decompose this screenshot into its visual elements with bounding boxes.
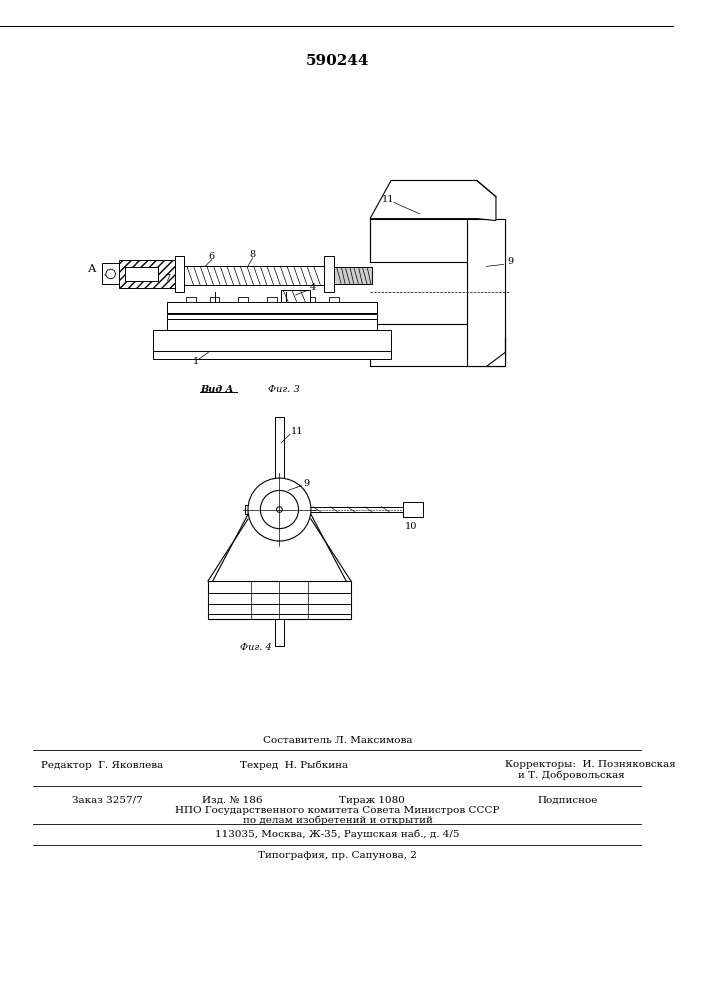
Text: 7: 7 <box>164 274 170 283</box>
Text: Фиг. 4: Фиг. 4 <box>240 643 271 652</box>
Bar <box>125 267 158 281</box>
Text: 590244: 590244 <box>306 54 369 68</box>
Bar <box>167 319 377 330</box>
Text: 10: 10 <box>405 522 417 531</box>
Circle shape <box>276 507 282 512</box>
Bar <box>329 297 339 302</box>
Polygon shape <box>370 180 496 221</box>
Bar <box>167 302 377 313</box>
Bar <box>238 297 248 302</box>
Circle shape <box>248 478 311 541</box>
Text: 8: 8 <box>250 250 256 259</box>
Text: 9: 9 <box>507 257 513 266</box>
Text: 11: 11 <box>291 427 303 436</box>
Bar <box>208 581 351 619</box>
Bar <box>175 256 184 292</box>
Text: 11: 11 <box>382 195 395 204</box>
Bar <box>275 417 284 484</box>
Text: по делам изобретений и открытий: по делам изобретений и открытий <box>243 816 433 825</box>
Text: Корректоры:  И. Позняковская: Корректоры: И. Позняковская <box>506 760 676 769</box>
Bar <box>167 314 377 319</box>
Bar <box>186 297 196 302</box>
Text: и Т. Добровольская: и Т. Добровольская <box>518 771 625 780</box>
Bar <box>210 297 219 302</box>
Bar <box>305 297 315 302</box>
Bar <box>404 502 423 517</box>
Text: Заказ 3257/7: Заказ 3257/7 <box>71 796 142 805</box>
Circle shape <box>260 490 298 529</box>
Bar <box>102 263 119 284</box>
Bar <box>119 260 175 288</box>
Polygon shape <box>467 219 506 366</box>
Text: А: А <box>88 264 96 274</box>
Text: Составитель Л. Максимова: Составитель Л. Максимова <box>263 736 412 745</box>
Bar <box>275 619 284 646</box>
Text: 1: 1 <box>192 357 199 366</box>
Text: 113035, Москва, Ж-35, Раушская наб., д. 4/5: 113035, Москва, Ж-35, Раушская наб., д. … <box>216 829 460 839</box>
Bar <box>153 351 391 359</box>
Bar <box>334 267 372 284</box>
Polygon shape <box>370 219 506 262</box>
Text: 9: 9 <box>303 479 310 488</box>
Polygon shape <box>370 324 506 366</box>
Text: 6: 6 <box>209 252 215 261</box>
Bar <box>274 480 285 490</box>
Text: Тираж 1080: Тираж 1080 <box>339 796 405 805</box>
Bar <box>153 330 391 351</box>
Text: Фиг. 3: Фиг. 3 <box>269 385 300 394</box>
Text: Подписное: Подписное <box>537 796 597 805</box>
Text: Типография, пр. Сапунова, 2: Типография, пр. Сапунова, 2 <box>258 851 417 860</box>
Text: Техред  Н. Рыбкина: Техред Н. Рыбкина <box>240 760 348 770</box>
Text: НПО Государственного комитета Совета Министров СССР: НПО Государственного комитета Совета Мин… <box>175 806 500 815</box>
Bar <box>267 297 276 302</box>
Text: Редактор  Г. Яковлева: Редактор Г. Яковлева <box>41 761 163 770</box>
Bar <box>325 256 334 292</box>
Polygon shape <box>486 338 506 366</box>
Text: Изд. № 186: Изд. № 186 <box>202 796 263 805</box>
Bar <box>245 505 252 514</box>
Bar <box>281 290 310 302</box>
Text: Вид А: Вид А <box>201 385 234 394</box>
Text: 4: 4 <box>310 283 316 292</box>
Circle shape <box>106 269 115 279</box>
